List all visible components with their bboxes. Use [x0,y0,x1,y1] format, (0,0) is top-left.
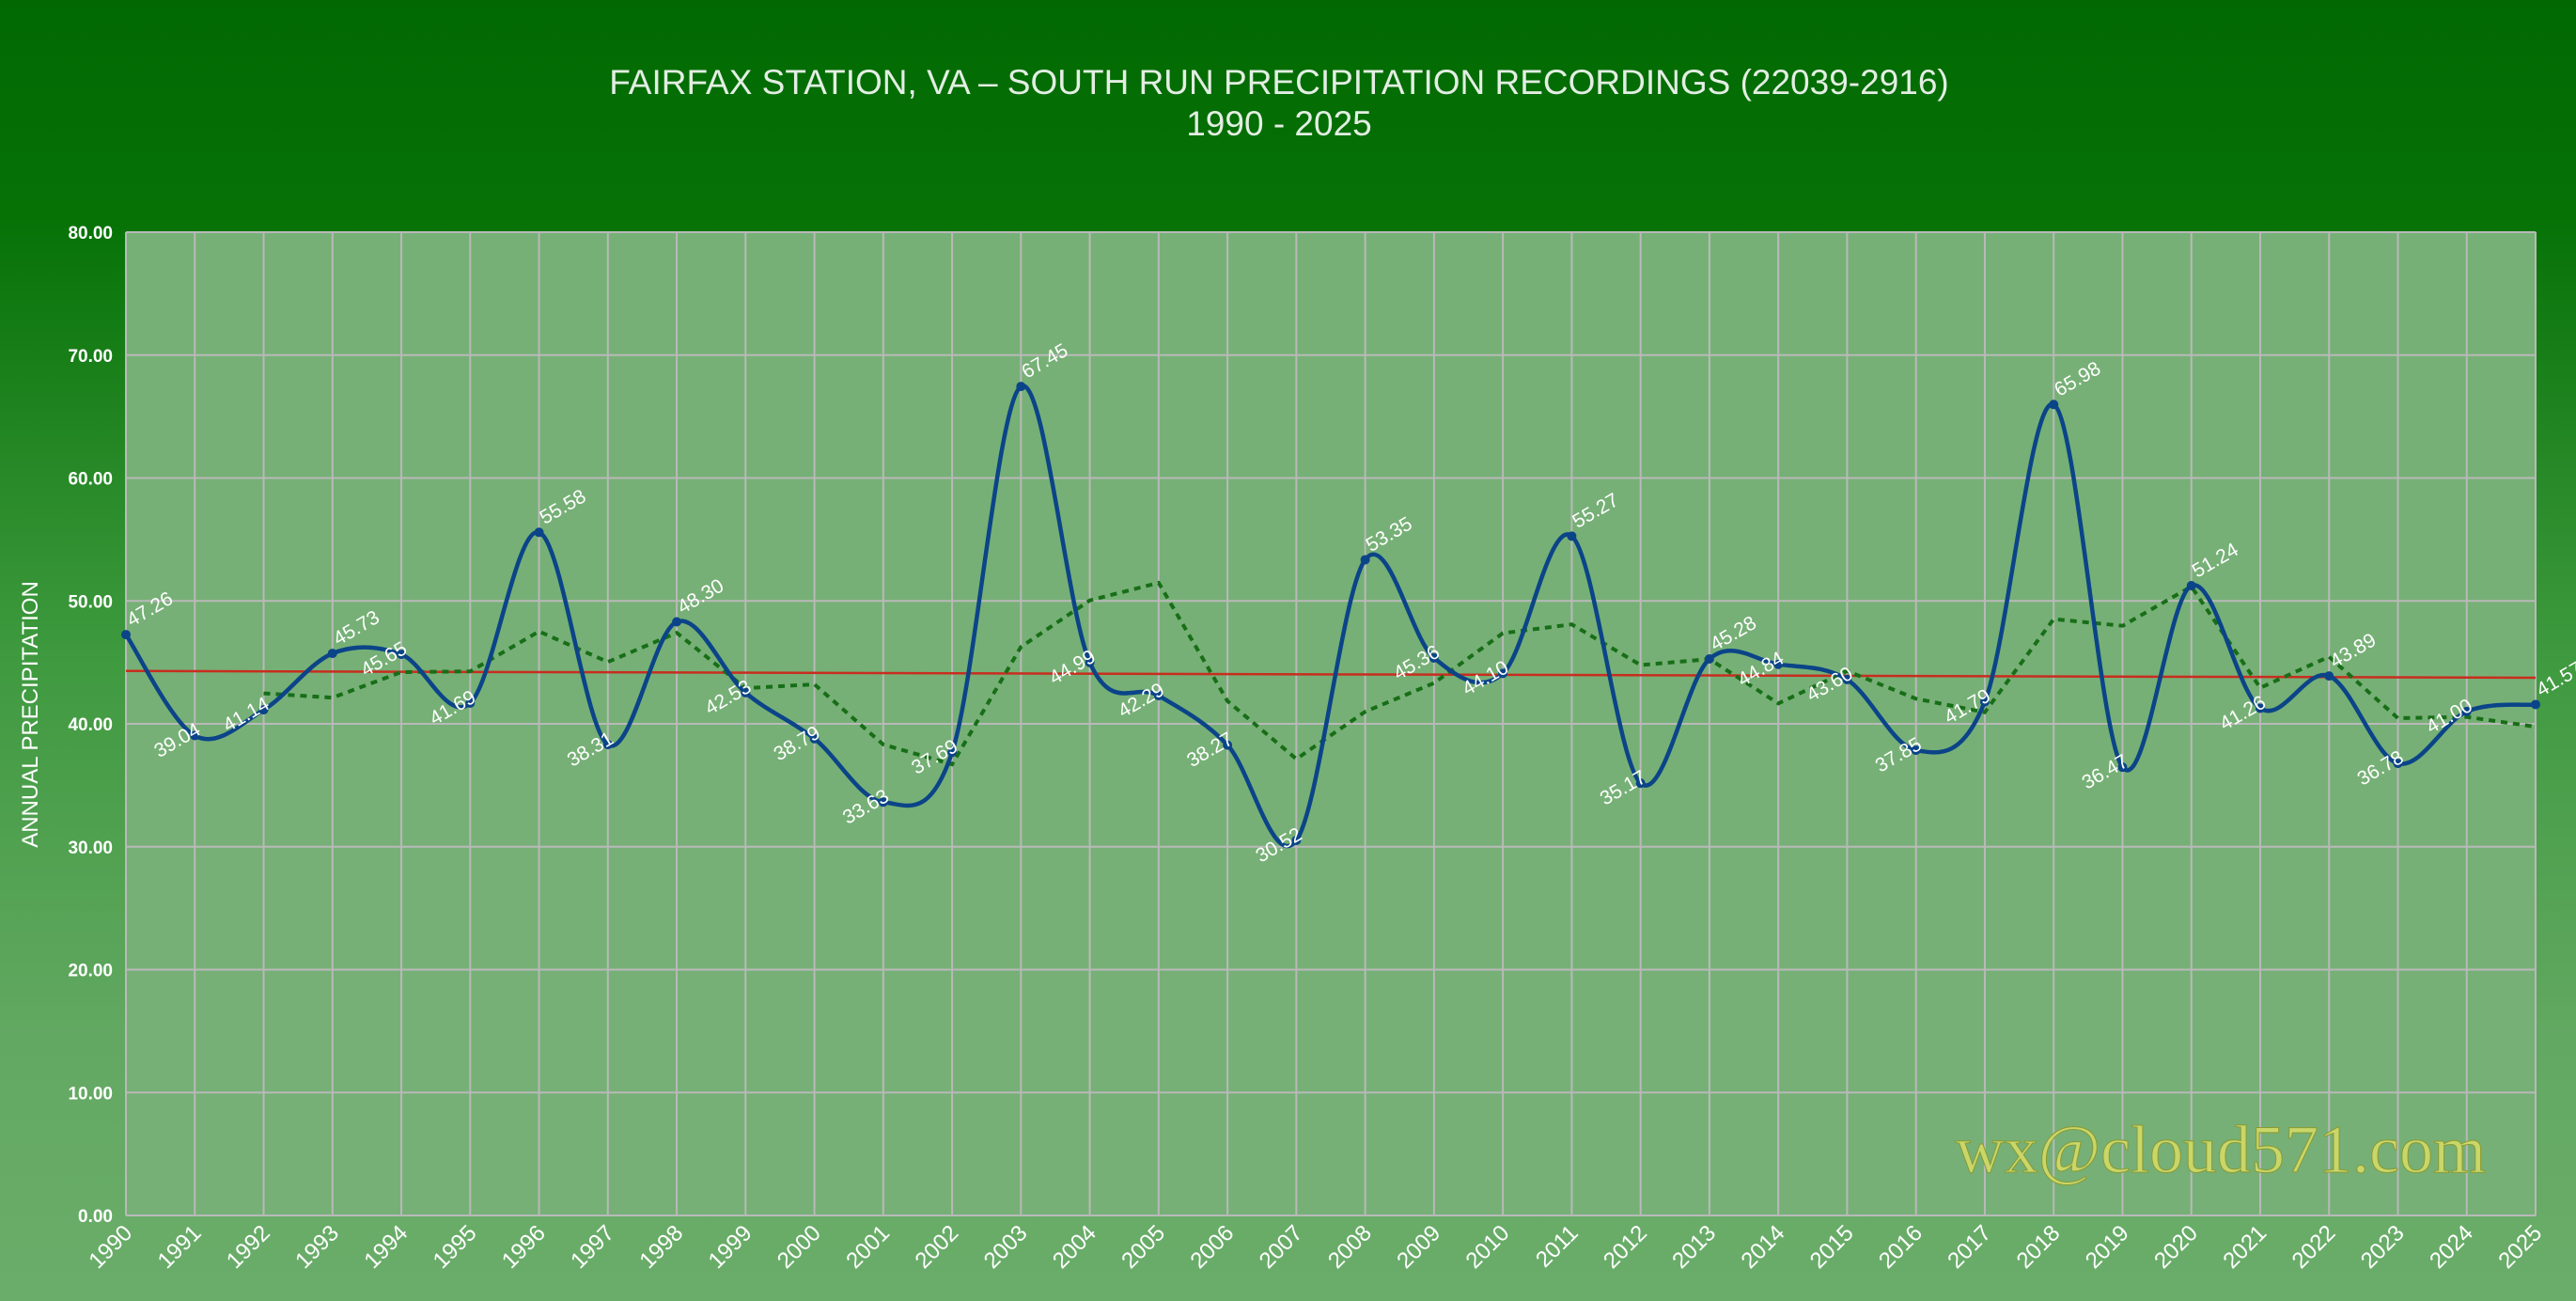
data-point [672,617,682,627]
data-point [1498,668,1508,679]
x-tick-label: 1996 [497,1220,551,1274]
x-tick-label: 2010 [1461,1220,1515,1274]
chart-title: FAIRFAX STATION, VA – SOUTH RUN PRECIPIT… [609,63,1949,102]
y-tick-label: 30.00 [68,839,113,858]
x-tick-label: 2005 [1116,1220,1170,1274]
x-tick-label: 2004 [1048,1220,1101,1274]
y-axis-ticks: 0.00 10.00 20.00 30.00 40.00 50.00 60.00 70.00 8… [68,224,113,1227]
data-point [2531,699,2540,710]
x-tick-label: 2019 [2081,1220,2134,1274]
data-point [121,630,131,640]
data-point [465,698,476,708]
data-point [1567,531,1577,541]
x-tick-label: 2008 [1323,1220,1377,1274]
data-point [258,705,269,715]
x-tick-label: 1990 [84,1220,137,1274]
trend-line [125,669,2537,680]
trend-line-path [125,669,2537,680]
x-tick-label: 1999 [704,1220,757,1274]
data-point [397,650,407,660]
x-tick-label: 2012 [1599,1220,1652,1274]
x-tick-label: 2002 [910,1220,963,1274]
data-point [1773,659,1784,669]
data-point [2049,400,2059,410]
data-point [809,733,820,744]
x-tick-label: 2006 [1186,1220,1240,1274]
x-tick-label: 2011 [1531,1220,1584,1273]
y-tick-label: 10.00 [68,1084,113,1104]
data-point [741,687,751,698]
x-tick-label: 2015 [1805,1220,1859,1274]
x-tick-label: 2000 [773,1220,826,1274]
y-tick-label: 80.00 [68,224,113,243]
x-tick-label: 2017 [1943,1220,1996,1274]
x-tick-label: 2014 [1737,1220,1790,1274]
watermark: wx@cloud571.com [1956,1112,2486,1187]
x-tick-label: 2007 [1255,1220,1308,1274]
y-tick-label: 70.00 [68,347,113,367]
data-point [1153,691,1163,701]
data-point [602,740,613,750]
data-point [878,797,888,807]
data-point [1291,835,1302,845]
data-point [2461,706,2472,716]
data-point [947,747,958,758]
data-point [1360,555,1370,565]
y-tick-label: 50.00 [68,592,113,612]
x-axis-ticks: 1990 1991 1992 1993 1994 1995 1996 1997 1998 1999… [84,1220,2547,1274]
y-tick-label: 0.00 [78,1207,113,1227]
data-point [1704,653,1714,664]
y-tick-label: 60.00 [68,470,113,490]
precipitation-path [124,384,2537,849]
data-point [1016,382,1026,392]
x-tick-label: 2021 [2218,1220,2272,1274]
x-tick-label: 2020 [2149,1220,2203,1274]
data-point [1085,657,1095,667]
x-tick-label: 2022 [2287,1220,2341,1274]
x-tick-label: 2025 [2493,1220,2547,1274]
x-tick-label: 1991 [153,1220,207,1274]
data-point [1223,740,1233,750]
x-tick-label: 2003 [979,1220,1033,1274]
data-point [1911,745,1921,756]
chart-subtitle: 1990 - 2025 [1186,104,1372,143]
data-points [121,382,2540,845]
precipitation-line [124,384,2537,849]
x-tick-label: 2024 [2425,1220,2478,1274]
data-point [327,649,337,659]
data-point [2324,671,2334,682]
y-tick-label: 40.00 [68,715,113,735]
x-tick-label: 1993 [290,1220,344,1274]
x-tick-label: 2016 [1874,1220,1928,1274]
data-point [1842,674,1852,684]
x-tick-label: 2013 [1667,1220,1721,1274]
data-label: 41.57 [2533,658,2576,701]
x-tick-label: 1994 [359,1220,413,1274]
data-point [2117,762,2128,773]
data-point [2393,759,2403,769]
data-point [1635,778,1646,789]
data-point [2186,581,2196,591]
moving-average-line [263,580,2537,767]
x-tick-label: 2009 [1392,1220,1445,1274]
data-point [534,527,544,538]
x-tick-label: 1995 [429,1220,482,1274]
data-point [1979,697,1990,707]
moving-average-path [263,580,2537,767]
x-tick-label: 1998 [634,1220,688,1274]
y-axis-label: ANNUAL PRECIPITATION [18,581,43,848]
grid [125,231,2537,1216]
data-point [190,730,200,741]
x-tick-label: 1992 [222,1220,275,1274]
y-tick-label: 20.00 [68,962,113,981]
x-tick-label: 2023 [2356,1220,2410,1274]
x-tick-label: 1997 [566,1220,619,1274]
data-point [1429,652,1439,663]
x-tick-label: 2018 [2012,1220,2066,1274]
x-tick-label: 2001 [841,1220,895,1274]
chart-title-block: FAIRFAX STATION, VA – SOUTH RUN PRECIPIT… [609,63,1949,143]
data-point [2255,703,2265,713]
